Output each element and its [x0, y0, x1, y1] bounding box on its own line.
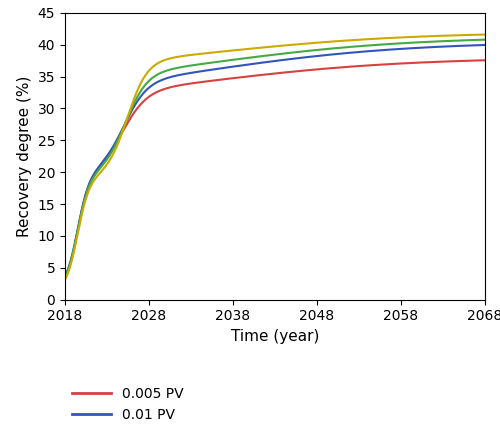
Legend: 0.005 PV, 0.01 PV, 0.02 PV, 0.04 PV: 0.005 PV, 0.01 PV, 0.02 PV, 0.04 PV	[72, 387, 184, 428]
Y-axis label: Recovery degree (%): Recovery degree (%)	[17, 75, 32, 237]
X-axis label: Time (year): Time (year)	[231, 329, 319, 344]
